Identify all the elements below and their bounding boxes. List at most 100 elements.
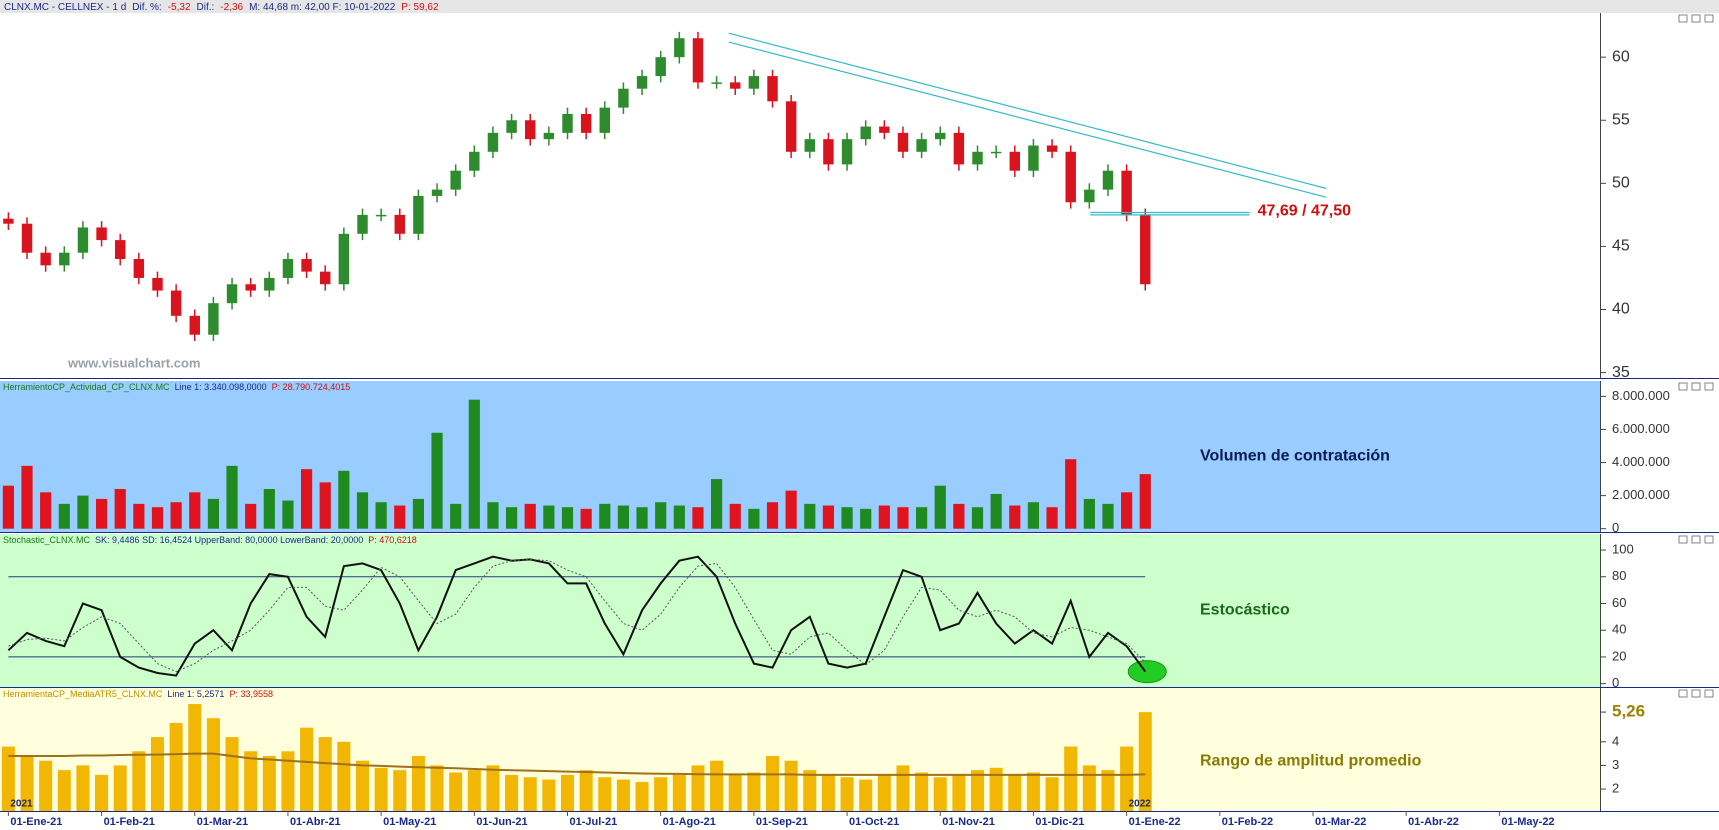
x-tick-label: 01-May-22 <box>1501 816 1554 828</box>
volume-bar <box>524 503 536 529</box>
candle-body <box>208 303 219 335</box>
atr-bar <box>840 777 854 811</box>
atr-bar <box>57 770 71 811</box>
window-control <box>1678 689 1688 698</box>
atr-bar <box>989 767 1003 811</box>
panel-bg <box>0 13 1600 378</box>
candle-body <box>879 126 890 133</box>
volume-bar <box>729 503 741 529</box>
x-tick-label: 01-Oct-21 <box>849 816 899 828</box>
panel-title-part: HerramientaCP_MediaATR5_CLNX.MC <box>3 689 163 699</box>
atr-bar <box>1045 777 1059 811</box>
candle-body <box>450 170 461 190</box>
volume-bar <box>1065 459 1077 529</box>
candle-body <box>394 214 405 234</box>
atr-bar <box>765 755 780 811</box>
y-tick-label: 0 <box>1612 675 1619 690</box>
year-label: 2022 <box>1129 799 1152 810</box>
candle-body <box>152 277 163 291</box>
atr-bar <box>915 772 929 811</box>
atr-bar <box>1026 772 1040 811</box>
candle-body <box>40 252 51 266</box>
volume-bar <box>766 502 779 529</box>
candle-body <box>1084 189 1095 203</box>
y-tick-label: 3 <box>1612 757 1619 772</box>
candle-body <box>375 214 387 217</box>
y-tick-label: 0 <box>1612 520 1619 535</box>
atr-bar <box>1 746 15 811</box>
volume-bar <box>934 485 946 529</box>
atr-bar <box>206 718 220 811</box>
volume-bar <box>226 465 238 529</box>
candle-body <box>189 315 200 335</box>
volume-bar <box>822 505 835 529</box>
atr-bar <box>225 737 239 811</box>
candle-body <box>748 76 760 89</box>
volume-bar <box>77 495 89 529</box>
y-tick-label: 4.000.000 <box>1612 454 1670 469</box>
highlight <box>1127 660 1167 684</box>
panel-title-part: SK: 9,4486 SD: 16,4524 UpperBand: 80,000… <box>95 535 363 545</box>
header-field: P: 59,62 <box>401 2 439 13</box>
candle-body <box>990 151 1002 154</box>
x-tick-label: 01-Feb-21 <box>104 816 155 828</box>
volume-bar <box>748 508 760 529</box>
header-field: -5,32 <box>168 2 191 13</box>
panel-bg <box>0 534 1600 687</box>
atr-bar <box>132 751 146 811</box>
volume-bar <box>487 502 499 529</box>
atr-bar <box>523 777 537 811</box>
panel-title-part: Stochastic_CLNX.MC <box>3 535 91 545</box>
volume-bar <box>263 488 275 529</box>
atr-bar <box>113 765 127 811</box>
candle-body <box>3 218 14 224</box>
candle-body <box>935 132 946 140</box>
stochastic-line <box>8 558 1146 673</box>
candle-body <box>357 214 368 234</box>
y-tick-label: 80 <box>1612 568 1626 583</box>
window-control <box>1678 382 1688 391</box>
window-control <box>1691 535 1701 544</box>
watermark: www.visualchart.com <box>67 355 200 370</box>
atr-bar <box>486 765 500 811</box>
header-text: CLNX.MC - CELLNEX - 1 d Dif. %: -5,32 Dif.:… <box>4 2 439 13</box>
candle-body <box>170 290 182 316</box>
volume-bar <box>58 503 70 529</box>
volume-bar <box>282 500 294 529</box>
panel-title-part: Line 1: 5,2571 <box>167 689 224 699</box>
candle-body <box>1009 151 1021 171</box>
y-tick-label: 2.000.000 <box>1612 487 1670 502</box>
panel-title-part: P: 28.790.724,4015 <box>272 382 351 392</box>
atr-bar <box>1120 746 1134 811</box>
atr-bar <box>374 767 388 811</box>
atr-bar <box>728 774 742 811</box>
volume-bar <box>897 507 909 529</box>
candle-body <box>897 132 909 152</box>
candle-body <box>580 113 592 133</box>
volume-bar <box>1139 474 1151 529</box>
atr-bar <box>691 765 705 811</box>
y-tick-label: 20 <box>1612 648 1626 663</box>
candle-body <box>1028 145 1039 171</box>
header-field: M: 44,68 m: 42,00 F: 10-01-2022 <box>249 2 396 13</box>
candle-body <box>1121 170 1132 215</box>
window-control <box>1704 14 1714 23</box>
atr-bar <box>933 777 947 811</box>
volume-bar <box>543 505 555 529</box>
panel-bg <box>0 688 1600 811</box>
atr-bar <box>393 770 407 811</box>
atr-bar <box>616 779 630 811</box>
atr-bar <box>1138 712 1152 811</box>
atr-bar <box>635 781 649 811</box>
candle-body <box>972 151 983 165</box>
y-tick-label: 45 <box>1612 238 1630 255</box>
x-tick-label: 01-Ene-22 <box>1129 816 1181 828</box>
x-tick-label: 01-Mar-22 <box>1315 816 1366 828</box>
volume-bar <box>1046 507 1058 529</box>
volume-bar <box>636 507 648 529</box>
candle-body <box>804 139 816 152</box>
volume-bar <box>617 505 630 529</box>
panel-title: HerramientoCP_Actividad_CP_CLNX.MC Line 1… <box>3 382 350 392</box>
volume-bar <box>468 399 480 529</box>
